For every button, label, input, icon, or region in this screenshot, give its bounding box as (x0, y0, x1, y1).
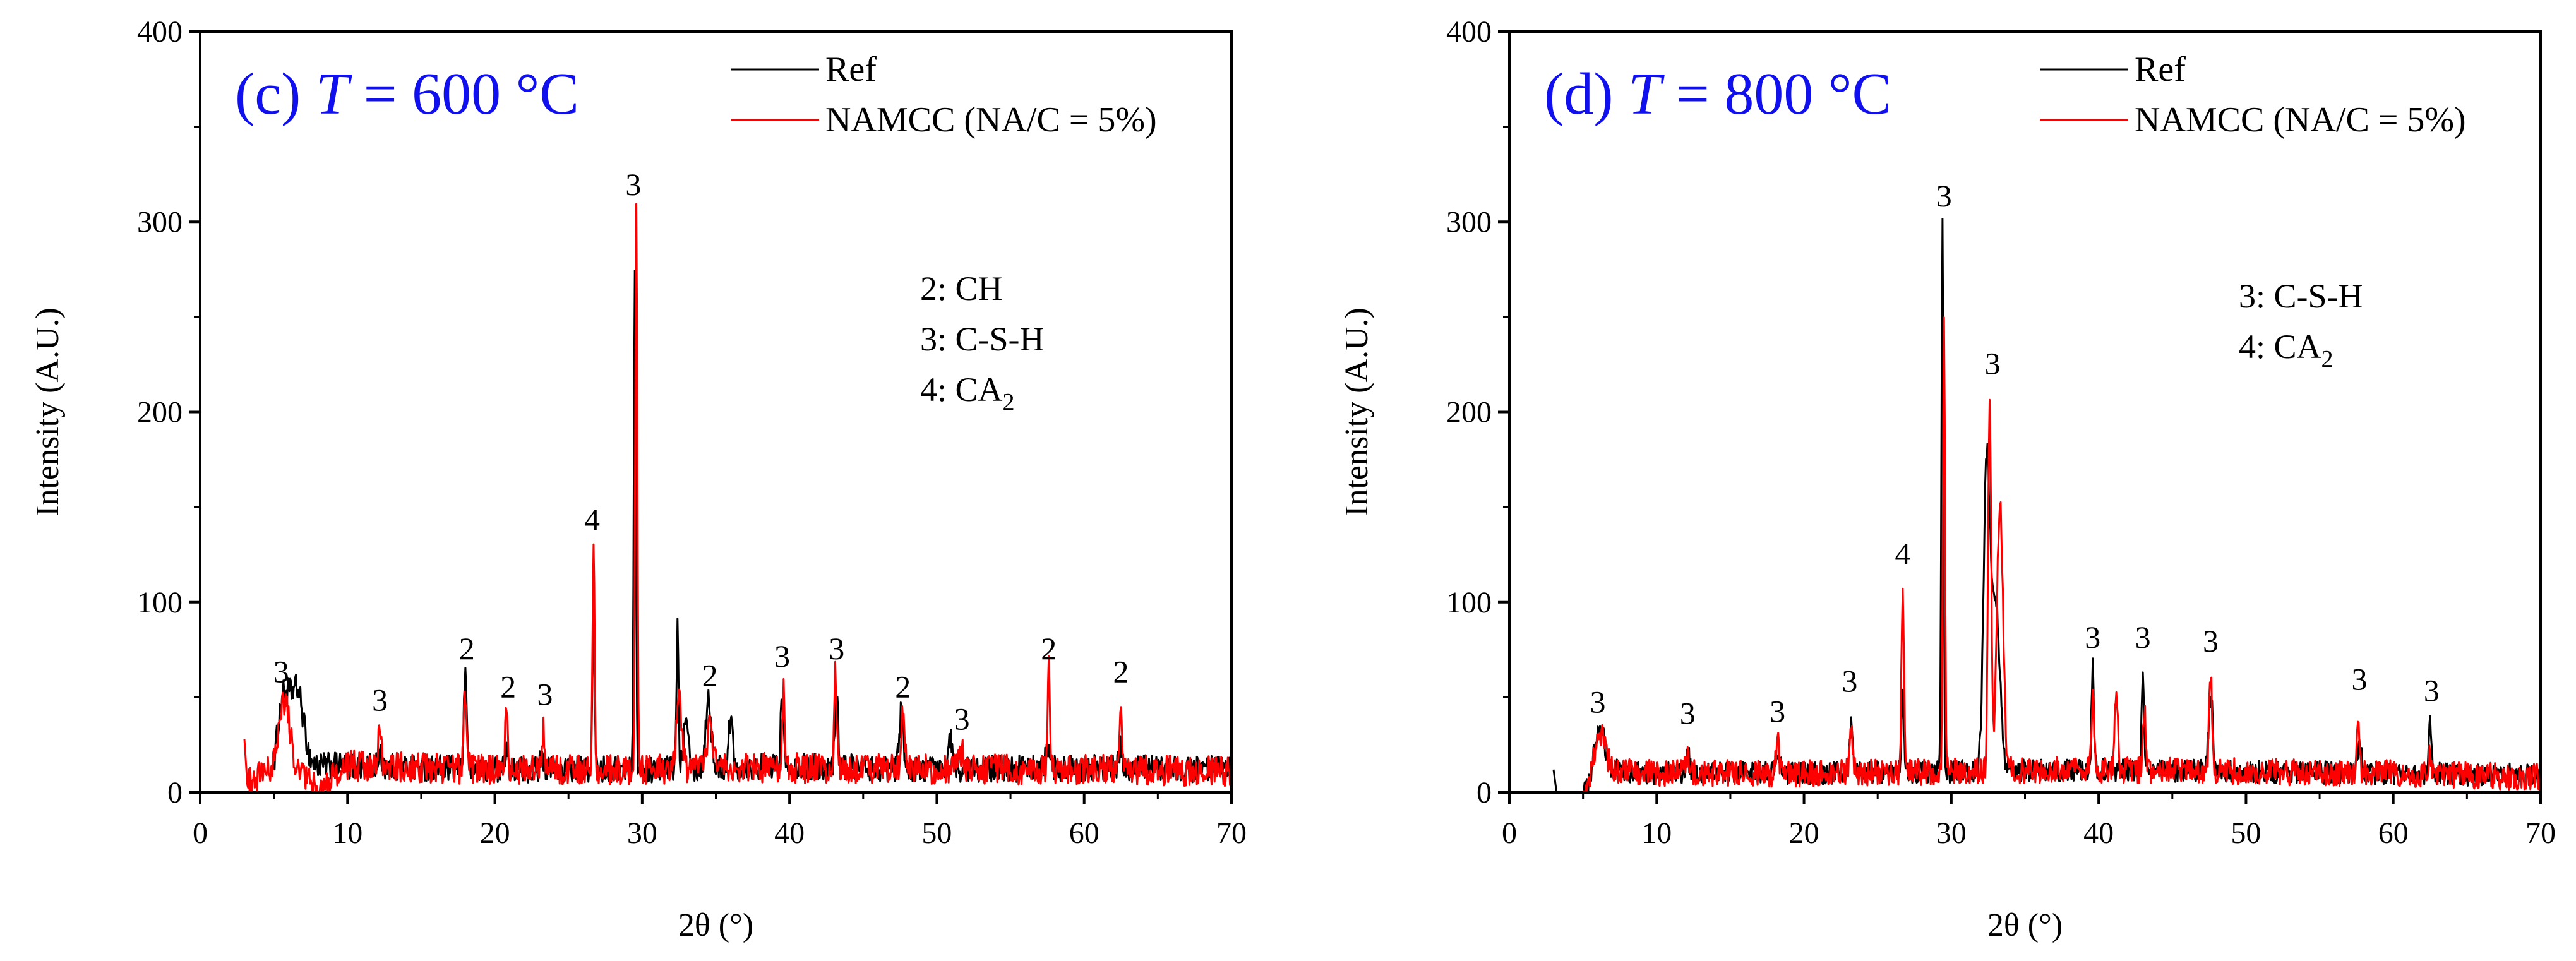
y-tick-label: 100 (1446, 586, 1492, 619)
phase-key-entry: 3: C-S-H (920, 320, 1045, 358)
y-axis-title: Intensity (A.U.) (1339, 307, 1375, 516)
peak-label: 3 (1842, 663, 1857, 698)
peak-label: 3 (2135, 619, 2151, 655)
x-tick-label: 50 (2231, 816, 2261, 850)
peak-label: 3 (537, 676, 553, 712)
x-tick-label: 70 (2525, 816, 2556, 850)
plot-frame (1508, 30, 2542, 794)
peak-label: 3 (1985, 345, 2001, 381)
phase-key-entry: 4: CA2 (920, 371, 1015, 415)
peak-label: 3 (774, 638, 790, 674)
peak-label: 3 (1936, 178, 1952, 213)
peak-label: 3 (2352, 661, 2368, 696)
y-tick-label: 0 (167, 776, 183, 809)
series-line-ref (273, 269, 1231, 784)
x-tick-label: 40 (2083, 816, 2114, 850)
y-tick-label: 300 (1446, 205, 1492, 239)
peak-label: 2 (702, 657, 718, 693)
peak-label: 2 (500, 669, 516, 704)
phase-key-entry: 3: C-S-H (2239, 277, 2363, 315)
legend-label-ref: Ref (2135, 50, 2186, 89)
legend-label-namcc: NAMCC (NA/C = 5%) (2135, 100, 2466, 140)
y-tick-label: 200 (137, 396, 183, 429)
x-tick-label: 30 (627, 816, 657, 850)
x-axis-title: 2θ (°) (1987, 907, 2063, 943)
chart-panel-c: 0 10 20 30 40 50 60 70 0 100 200 300 400 2θ (°) Intens… (30, 15, 1247, 943)
y-tick-label: 400 (137, 15, 183, 49)
y-tick-label: 200 (1446, 396, 1492, 429)
panel-title: (d) T = 800 °C (1544, 61, 1891, 127)
x-tick-label: 60 (2378, 816, 2409, 850)
legend-label-ref: Ref (825, 50, 877, 89)
peak-label: 3 (273, 654, 289, 689)
x-axis-title: 2θ (°) (678, 907, 753, 943)
x-tick-label: 60 (1069, 816, 1099, 850)
peak-label: 3 (625, 167, 641, 202)
x-tick-label: 0 (193, 816, 208, 850)
peak-label: 4 (584, 501, 600, 537)
x-tick-label: 10 (332, 816, 362, 850)
chart-panel-d: 0 10 20 30 40 50 60 70 0 100 200 300 400 2θ (°) Intens… (1339, 15, 2556, 943)
legend-label-namcc: NAMCC (NA/C = 5%) (825, 100, 1157, 140)
y-tick-label: 0 (1477, 776, 1492, 809)
peak-label: 3 (2424, 672, 2440, 708)
peak-label: 3 (829, 631, 844, 666)
peak-label: 3 (1770, 694, 1785, 729)
x-tick-label: 0 (1502, 816, 1517, 850)
y-tick-label: 300 (137, 205, 183, 239)
y-axis-title: Intensity (A.U.) (30, 307, 66, 516)
peak-label: 3 (954, 701, 970, 737)
y-tick-label: 400 (1446, 15, 1492, 49)
x-tick-label: 70 (1216, 816, 1247, 850)
phase-key-entry: 2: CH (920, 270, 1003, 307)
peak-label: 3 (1590, 684, 1605, 719)
series-line-ref (1552, 218, 2541, 792)
x-tick-label: 40 (774, 816, 805, 850)
peak-label: 2 (459, 631, 475, 666)
peak-label: 3 (2085, 619, 2100, 655)
peak-label: 3 (2203, 623, 2219, 659)
x-tick-label: 30 (1936, 816, 1967, 850)
peak-label: 2 (1041, 631, 1057, 666)
peak-label: 3 (1680, 696, 1696, 731)
peak-label: 4 (1895, 536, 1910, 571)
x-tick-label: 10 (1641, 816, 1672, 850)
x-tick-label: 50 (921, 816, 952, 850)
x-tick-label: 20 (480, 816, 510, 850)
peak-label: 2 (895, 669, 911, 704)
peak-label: 3 (372, 682, 388, 717)
y-tick-label: 100 (137, 586, 183, 619)
x-tick-label: 20 (1789, 816, 1819, 850)
panel-title: (c) T = 600 °C (235, 61, 579, 127)
phase-key-entry: 4: CA2 (2239, 328, 2333, 373)
peak-label: 2 (1113, 654, 1129, 689)
series-line-namcc (1556, 316, 2541, 792)
series-line-namcc (243, 203, 1231, 792)
